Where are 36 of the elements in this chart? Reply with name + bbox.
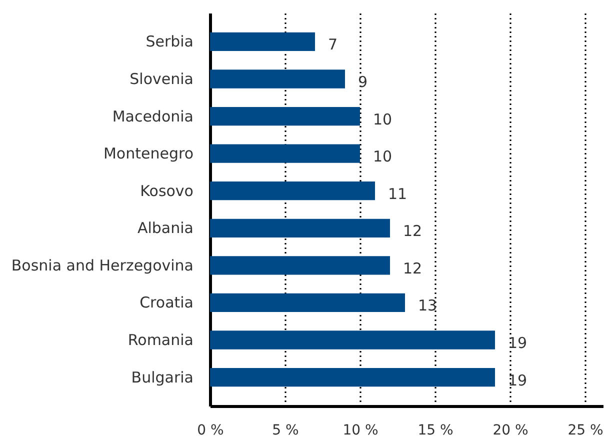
bar [210, 144, 360, 163]
bar [210, 368, 495, 387]
y-tick-label: Kosovo [140, 182, 194, 200]
y-tick-label: Bosnia and Herzegovina [11, 256, 194, 274]
data-label: 19 [508, 334, 528, 352]
bar [210, 256, 390, 275]
data-label: 12 [403, 259, 422, 278]
data-label: 10 [373, 110, 392, 128]
data-label: 9 [358, 72, 368, 91]
bar [210, 32, 315, 52]
data-label: 13 [418, 296, 438, 315]
y-tick-label: Bulgaria [131, 368, 194, 386]
data-label: 19 [508, 371, 528, 390]
y-tick-label: Montenegro [103, 144, 194, 163]
bar [210, 106, 360, 126]
data-label: 7 [328, 36, 338, 54]
bar [210, 330, 495, 350]
y-tick-label: Croatia [140, 294, 194, 312]
bar [210, 70, 345, 88]
x-tick-label: 20 % [492, 422, 528, 438]
data-label: 12 [403, 222, 422, 240]
y-tick-label: Albania [137, 219, 194, 238]
x-tick-label: 10 % [342, 422, 378, 438]
bar [210, 182, 375, 200]
y-tick-label: Slovenia [130, 70, 194, 88]
x-tick-label: 15 % [418, 422, 454, 438]
data-label: 11 [388, 184, 408, 203]
x-tick-label: 5 % [272, 422, 299, 438]
y-tick-label: Serbia [146, 32, 194, 51]
x-tick-label: 25 % [568, 422, 604, 438]
bar [210, 218, 390, 238]
data-label: 10 [373, 148, 392, 166]
y-tick-label: Macedonia [112, 107, 194, 126]
x-tick-label: 0 % [197, 422, 224, 438]
bar [210, 293, 405, 312]
y-tick-label: Romania [128, 331, 194, 350]
